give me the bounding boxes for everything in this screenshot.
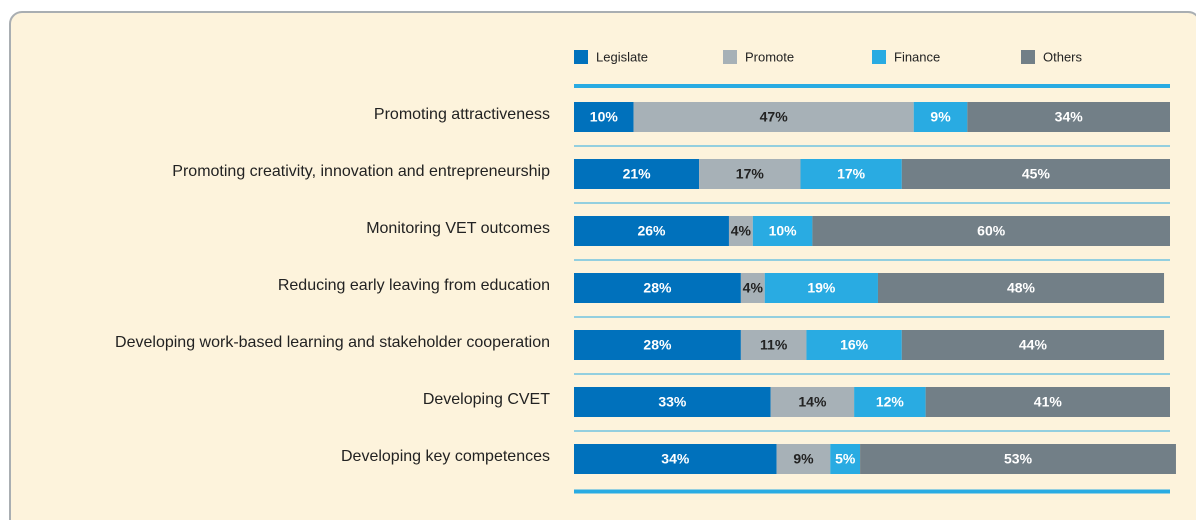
- bar-segment: [830, 444, 861, 474]
- value-label: 47%: [760, 109, 789, 125]
- value-label: 33%: [658, 394, 687, 410]
- category-label: Developing key competences: [341, 448, 550, 465]
- value-label: 19%: [807, 280, 836, 296]
- value-label: 11%: [760, 337, 788, 353]
- bar-segment: [574, 102, 634, 132]
- value-label: 34%: [661, 451, 690, 467]
- bar-segment: [812, 216, 1170, 246]
- legend-label: Promote: [745, 49, 794, 64]
- value-label: 12%: [876, 394, 905, 410]
- legend-label: Others: [1043, 49, 1083, 64]
- bar-segment: [967, 102, 1170, 132]
- row-rule: [574, 145, 1170, 147]
- bottom-rule: [574, 489, 1170, 494]
- bar-segment: [574, 216, 729, 246]
- value-label: 14%: [798, 394, 827, 410]
- row-rule: [574, 202, 1170, 204]
- legend-label: Finance: [894, 49, 940, 64]
- value-label: 9%: [930, 109, 951, 125]
- legend-swatch: [723, 50, 737, 64]
- bar-segment: [854, 387, 926, 417]
- category-label: Promoting attractiveness: [374, 106, 550, 123]
- legend-swatch: [872, 50, 886, 64]
- legend-swatch: [1021, 50, 1035, 64]
- bar-segment: [776, 444, 831, 474]
- legend-label: Legislate: [596, 49, 648, 64]
- bar-segment: [574, 387, 771, 417]
- value-label: 10%: [590, 109, 619, 125]
- value-label: 17%: [736, 166, 765, 182]
- bar-segment: [728, 216, 753, 246]
- bar-segment: [574, 273, 741, 303]
- value-label: 9%: [793, 451, 814, 467]
- row-rule: [574, 259, 1170, 261]
- bar-segment: [574, 159, 700, 189]
- bar-segment: [860, 444, 1176, 474]
- bar-segment: [913, 102, 968, 132]
- value-label: 16%: [840, 337, 869, 353]
- bar-segment: [764, 273, 878, 303]
- bar-segment: [740, 330, 807, 360]
- value-label: 48%: [1007, 280, 1036, 296]
- row-rule: [574, 430, 1170, 432]
- value-label: 4%: [743, 280, 764, 296]
- value-label: 4%: [731, 223, 752, 239]
- value-label: 17%: [837, 166, 866, 182]
- bar-segment: [770, 387, 855, 417]
- value-label: 41%: [1034, 394, 1063, 410]
- bar-segment: [901, 159, 1170, 189]
- value-label: 21%: [623, 166, 652, 182]
- value-label: 53%: [1004, 451, 1033, 467]
- bar-segment: [574, 330, 741, 360]
- bar-segment: [925, 387, 1170, 417]
- value-label: 28%: [643, 337, 672, 353]
- bar-segment: [901, 330, 1165, 360]
- row-rule: [574, 316, 1170, 318]
- bar-segment: [633, 102, 914, 132]
- value-label: 60%: [977, 223, 1006, 239]
- bar-segment: [574, 444, 777, 474]
- value-label: 45%: [1022, 166, 1051, 182]
- category-label: Promoting creativity, innovation and ent…: [172, 163, 550, 180]
- category-label: Reducing early leaving from education: [278, 277, 550, 294]
- category-label: Developing CVET: [423, 391, 550, 408]
- value-label: 44%: [1019, 337, 1048, 353]
- bar-segment: [740, 273, 765, 303]
- row-rule: [574, 373, 1170, 375]
- bar-segment: [800, 159, 902, 189]
- bar-segment: [699, 159, 801, 189]
- bar-segment: [806, 330, 902, 360]
- value-label: 5%: [835, 451, 856, 467]
- panel: [9, 11, 1196, 520]
- category-label: Monitoring VET outcomes: [366, 220, 550, 237]
- category-label: Developing work-based learning and stake…: [115, 334, 550, 351]
- legend-swatch: [574, 50, 588, 64]
- value-label: 26%: [637, 223, 666, 239]
- value-label: 28%: [643, 280, 672, 296]
- bar-segment: [752, 216, 813, 246]
- value-label: 10%: [769, 223, 798, 239]
- value-label: 34%: [1055, 109, 1084, 125]
- bar-segment: [877, 273, 1165, 303]
- top-rule: [574, 84, 1170, 88]
